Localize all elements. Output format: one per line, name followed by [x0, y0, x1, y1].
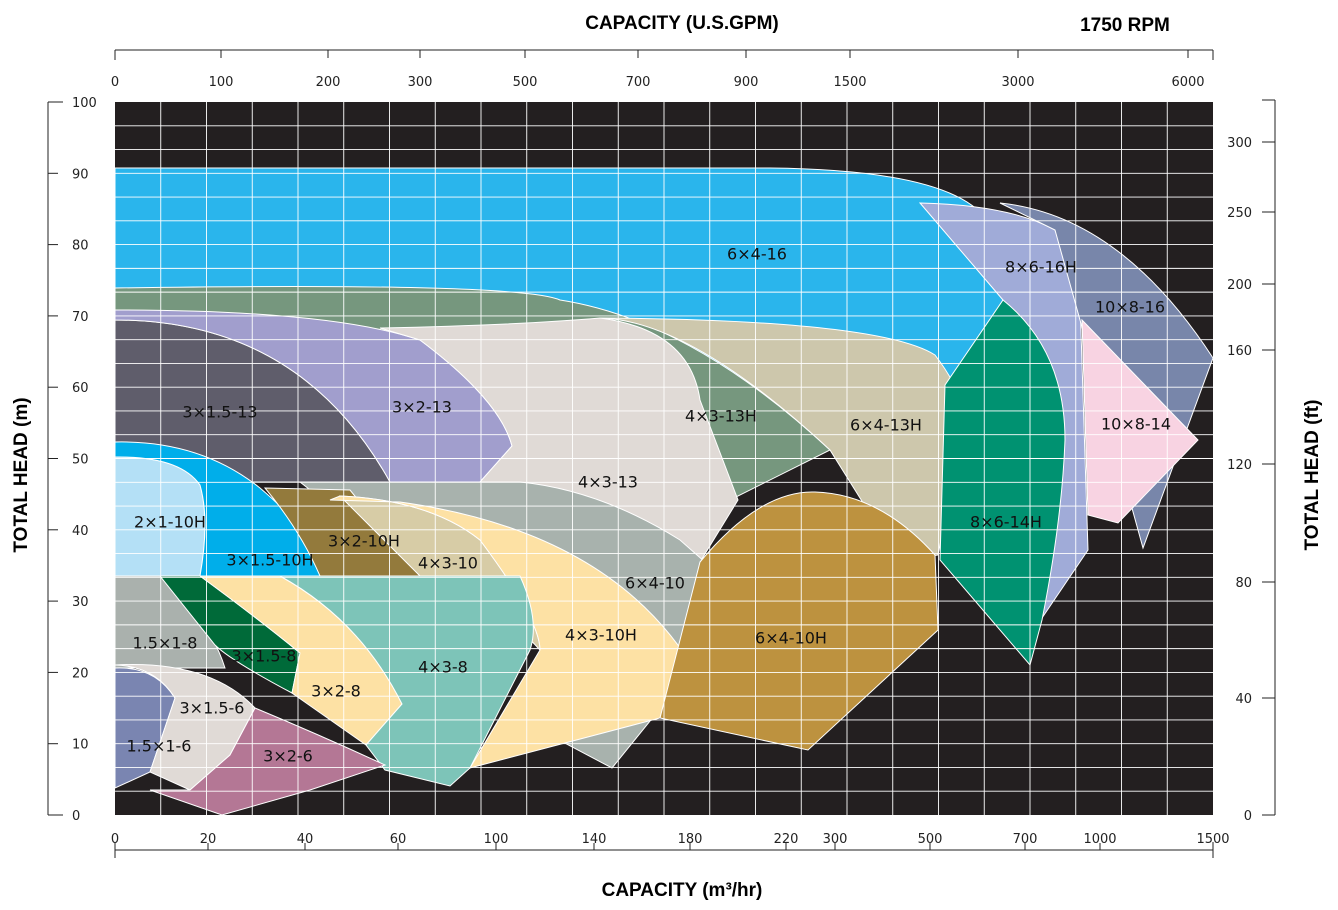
bottom-tick-label: 0 [111, 832, 119, 847]
left-tick-label: 30 [72, 595, 89, 610]
top-tick-label: 3000 [1001, 75, 1034, 90]
region-label: 8×6-16H [1005, 258, 1077, 277]
top-tick-label: 700 [626, 75, 651, 90]
left-tick-label: 80 [72, 239, 89, 254]
region-label: 3×2-13 [392, 398, 452, 417]
region-4x3-10H [329, 495, 686, 769]
region-label: 6×4-10H [755, 629, 827, 648]
bottom-tick-label: 20 [200, 832, 217, 847]
region-label: 4×3-13 [578, 473, 638, 492]
region-label: 2×1-10H [134, 513, 206, 532]
region-6x4-10H [659, 491, 939, 751]
left-tick-label: 50 [72, 453, 89, 468]
region-label: 8×6-14H [970, 513, 1042, 532]
grid-layer [115, 102, 1213, 815]
left-axis-title: TOTAL HEAD (m) [11, 397, 32, 552]
region-4x3-8 [279, 575, 534, 787]
left-tick-label: 90 [72, 167, 89, 182]
region-label: 1.5×1-6 [127, 737, 192, 756]
region-label: 1.5×1-8 [133, 634, 198, 653]
left-tick-label: 10 [72, 738, 89, 753]
bottom-tick-label: 500 [918, 832, 943, 847]
top-tick-label: 100 [209, 75, 234, 90]
region-label: 3×2-8 [311, 682, 361, 701]
right-tick-label: 300 [1227, 136, 1252, 151]
top-tick-label: 300 [408, 75, 433, 90]
region-label: 3×2-6 [263, 747, 313, 766]
bottom-tick-label: 1500 [1196, 832, 1229, 847]
region-label: 10×8-14 [1101, 415, 1171, 434]
left-tick-label: 0 [72, 809, 80, 824]
right-axis-title: TOTAL HEAD (ft) [1302, 400, 1323, 551]
left-tick-label: 100 [72, 96, 97, 111]
bottom-tick-label: 300 [823, 832, 848, 847]
region-label: 3×1.5-8 [232, 647, 297, 666]
bottom-tick-label: 180 [678, 832, 703, 847]
top-tick-label: 200 [316, 75, 341, 90]
region-4x3-13 [379, 317, 739, 571]
region-label: 4×3-13H [685, 407, 757, 426]
left-tick-label: 70 [72, 310, 89, 325]
region-label: 6×4-10 [625, 574, 685, 593]
region-label: 6×4-16 [727, 245, 787, 264]
chart-title: 1750 RPM [1080, 15, 1170, 36]
bottom-tick-label: 40 [297, 832, 314, 847]
region-label: 10×8-16 [1095, 298, 1165, 317]
region-10x8-14 [1081, 318, 1199, 524]
left-tick-label: 60 [72, 381, 89, 396]
right-tick-label: 80 [1235, 576, 1252, 591]
bottom-axis-title: CAPACITY (m³/hr) [602, 880, 763, 901]
bottom-tick-label: 700 [1013, 832, 1038, 847]
region-labels-layer: 6×4-16 8×6-16H 10×8-16 4×3-13H 3×1.5-13 3×2-1… [127, 245, 1172, 766]
top-axis-title: CAPACITY (U.S.GPM) [585, 13, 779, 34]
top-tick-label: 900 [734, 75, 759, 90]
region-label: 3×2-10H [328, 532, 400, 551]
left-tick-label: 20 [72, 666, 89, 681]
top-tick-label: 6000 [1171, 75, 1204, 90]
bottom-tick-label: 1000 [1083, 832, 1116, 847]
left-tick-label: 40 [72, 524, 89, 539]
right-tick-label: 160 [1227, 344, 1252, 359]
region-label: 6×4-13H [850, 416, 922, 435]
right-tick-label: 40 [1235, 692, 1252, 707]
region-label: 4×3-10 [418, 554, 478, 573]
top-tick-label: 1500 [833, 75, 866, 90]
right-tick-label: 0 [1244, 809, 1252, 824]
right-tick-label: 120 [1227, 458, 1252, 473]
top-tick-label: 0 [111, 75, 119, 90]
region-3x2-6 [149, 707, 387, 816]
bottom-tick-label: 220 [774, 832, 799, 847]
region-label: 3×1.5-6 [180, 699, 245, 718]
right-tick-label: 200 [1227, 278, 1252, 293]
region-label: 4×3-10H [565, 626, 637, 645]
region-label: 3×1.5-10H [226, 551, 313, 570]
bottom-tick-label: 140 [582, 832, 607, 847]
region-label: 3×1.5-13 [182, 403, 257, 422]
bottom-tick-label: 60 [390, 832, 407, 847]
bottom-tick-label: 100 [484, 832, 509, 847]
right-tick-label: 250 [1227, 206, 1252, 221]
region-label: 4×3-8 [418, 658, 468, 677]
top-tick-label: 500 [513, 75, 538, 90]
